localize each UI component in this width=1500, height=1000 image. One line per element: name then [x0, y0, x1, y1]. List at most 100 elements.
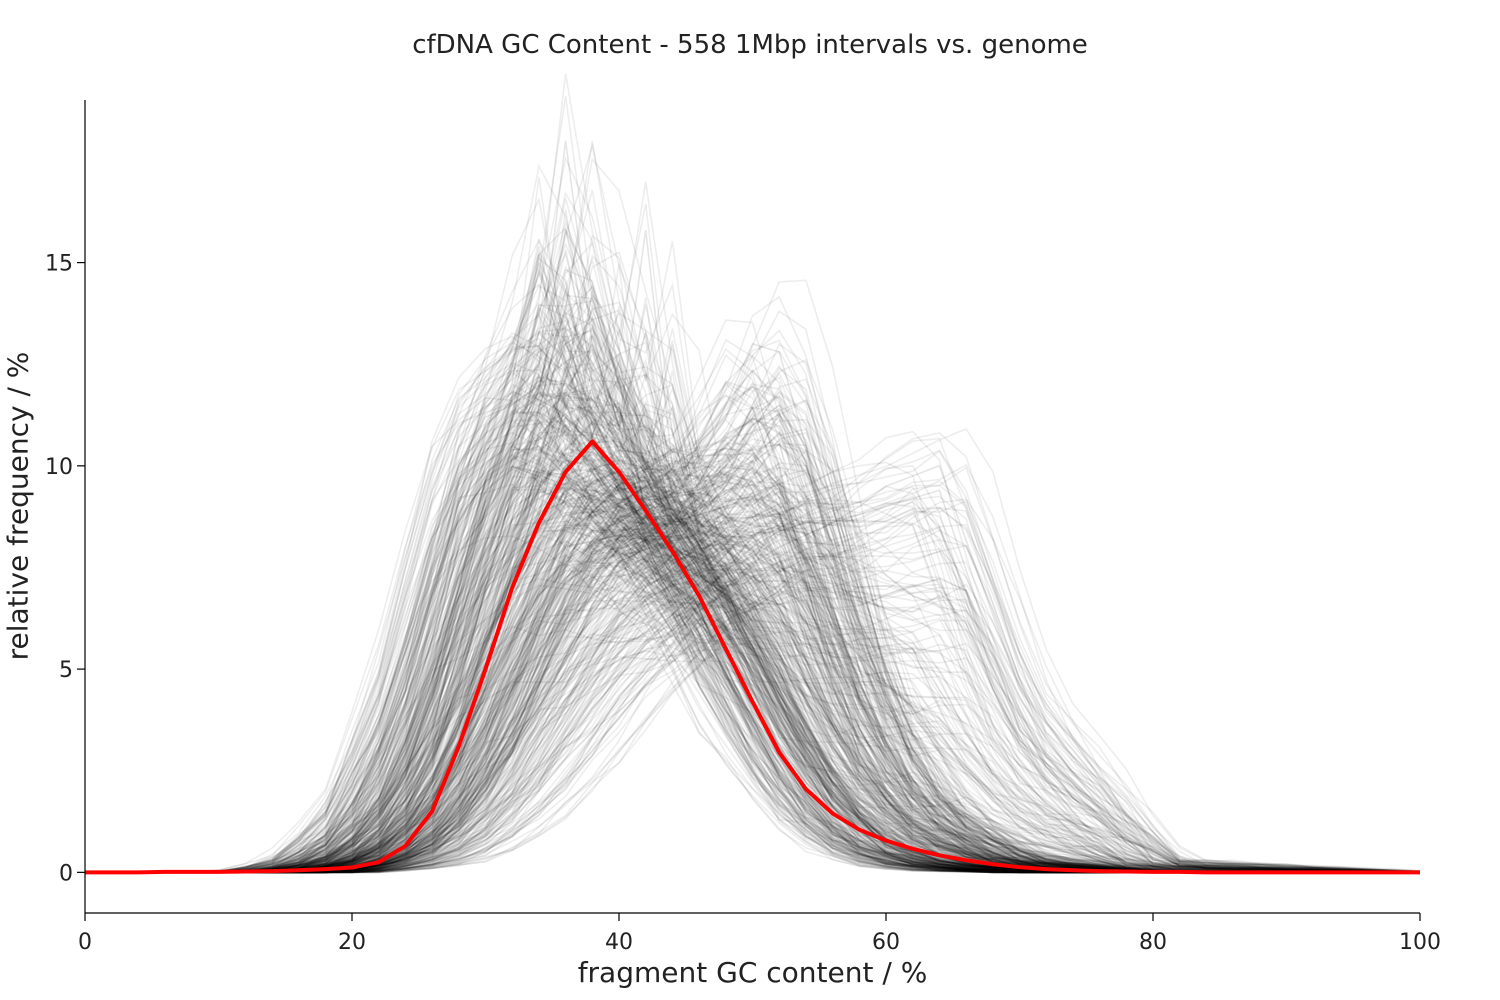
interval-profile-6: [85, 407, 1420, 874]
interval-line-175: [85, 511, 1421, 874]
interval-line-204: [85, 466, 1421, 874]
interval-line-106: [85, 502, 1420, 874]
interval-line-258: [85, 495, 1421, 874]
interval-line-11: [85, 440, 1420, 874]
interval-line-377: [85, 565, 1421, 874]
interval-line-206: [85, 498, 1421, 874]
interval-line-270: [85, 444, 1421, 874]
interval-profile-7: [85, 489, 1421, 874]
x-tick-label-40: 40: [605, 930, 633, 955]
interval-line-493: [85, 536, 1421, 874]
interval-line-70: [85, 553, 1421, 874]
interval-line-342: [85, 546, 1421, 874]
interval-line-337: [85, 595, 1420, 874]
interval-line-192: [85, 633, 1421, 874]
y-axis-label: relative frequency / %: [1, 351, 35, 661]
interval-line-239: [85, 550, 1421, 874]
y-tick-label-10: 10: [45, 455, 73, 480]
interval-line-163: [85, 492, 1421, 874]
interval-line-422: [85, 486, 1421, 874]
interval-line-174: [85, 551, 1421, 874]
interval-line-0: [85, 556, 1421, 874]
interval-line-357: [85, 373, 1420, 874]
interval-line-75: [85, 523, 1420, 874]
interval-line-288: [85, 555, 1421, 874]
interval-line-513: [85, 584, 1421, 874]
interval-line-428: [85, 533, 1421, 874]
interval-profile-0: [85, 383, 1420, 874]
genome-line: [85, 439, 1420, 875]
interval-profile-9: [85, 140, 1420, 874]
genome-series-line: [85, 439, 1420, 875]
interval-line-218: [85, 562, 1421, 874]
interval-line-39: [85, 560, 1421, 874]
x-tick-label-20: 20: [338, 930, 366, 955]
interval-line-370: [85, 484, 1421, 874]
interval-line-176: [85, 548, 1421, 874]
y-tick-label-5: 5: [59, 658, 73, 683]
interval-line-444: [85, 526, 1421, 874]
interval-line-249: [85, 430, 1421, 874]
x-tick-label-60: 60: [872, 930, 900, 955]
interval-line-467: [85, 480, 1421, 874]
interval-line-354: [85, 508, 1421, 874]
interval-line-545: [85, 452, 1420, 874]
interval-line-396: [85, 567, 1421, 874]
interval-line-549: [85, 499, 1421, 874]
interval-line-555: [85, 529, 1421, 874]
interval-line-45: [85, 507, 1421, 874]
interval-line-209: [85, 561, 1421, 874]
interval-profile-8: [85, 464, 1421, 874]
interval-line-283: [85, 577, 1420, 874]
interval-profile-2: [85, 391, 1420, 874]
y-tick-label-0: 0: [59, 861, 73, 886]
interval-line-120: [85, 535, 1420, 874]
interval-profile-10: [85, 227, 1420, 874]
y-tick-label-15: 15: [45, 252, 73, 277]
interval-line-133: [85, 594, 1421, 874]
interval-line-152: [85, 586, 1421, 874]
interval-line-505: [85, 577, 1421, 874]
interval-line-207: [85, 495, 1421, 874]
background-interval-lines: [85, 73, 1421, 874]
interval-line-468: [85, 437, 1421, 874]
interval-line-74: [85, 447, 1421, 874]
interval-profile-11: [85, 342, 1420, 874]
interval-profile-5: [85, 497, 1420, 874]
interval-line-518: [85, 625, 1420, 874]
interval-line-264: [85, 485, 1421, 874]
interval-line-533: [85, 432, 1421, 874]
interval-line-50: [85, 525, 1421, 874]
chart-title: cfDNA GC Content - 558 1Mbp intervals vs…: [412, 30, 1088, 60]
interval-line-4: [85, 483, 1421, 874]
interval-line-388: [85, 500, 1421, 874]
interval-line-333: [85, 449, 1421, 874]
interval-line-93: [85, 523, 1421, 874]
interval-line-266: [85, 602, 1421, 874]
interval-line-432: [85, 459, 1420, 874]
x-tick-label-100: 100: [1399, 930, 1441, 955]
x-tick-label-80: 80: [1139, 930, 1167, 955]
interval-line-425: [85, 449, 1421, 874]
interval-profile-3: [85, 444, 1420, 874]
interval-line-159: [85, 461, 1420, 874]
interval-line-414: [85, 473, 1421, 874]
interval-line-276: [85, 631, 1421, 874]
x-axis-label: fragment GC content / %: [577, 956, 928, 989]
interval-line-26: [85, 560, 1421, 874]
interval-line-268: [85, 515, 1421, 874]
interval-line-321: [85, 537, 1421, 874]
interval-line-387: [85, 501, 1421, 874]
interval-line-320: [85, 427, 1421, 874]
interval-line-466: [85, 593, 1421, 874]
axes: 0 20 40 60 80 100 0 5 10 15: [45, 100, 1441, 955]
interval-profile-1: [85, 391, 1420, 874]
interval-line-551: [85, 465, 1421, 874]
interval-line-348: [85, 426, 1421, 874]
x-tick-label-0: 0: [78, 930, 92, 955]
interval-line-315: [85, 529, 1421, 874]
interval-line-90: [85, 463, 1421, 874]
interval-profile-4: [85, 481, 1420, 874]
